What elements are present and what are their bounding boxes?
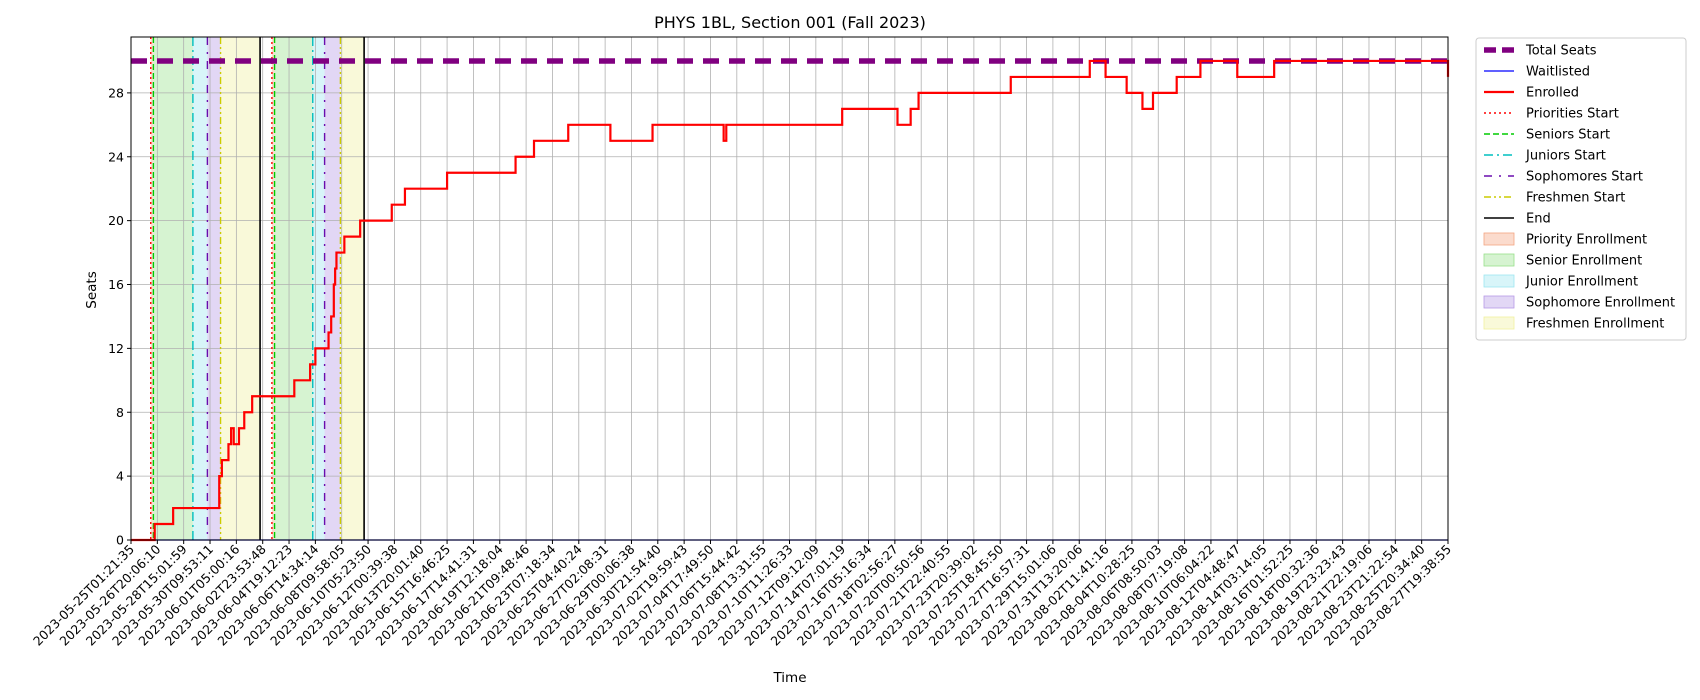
y-axis-ticks: 0 4 8 12 16 20 24 28 <box>108 85 131 548</box>
legend-swatch <box>1483 295 1515 309</box>
legend-item-freshmen-start: Freshmen Start <box>1526 191 1625 206</box>
y-tick-label: 12 <box>108 341 124 356</box>
legend-item-end: End <box>1526 212 1551 227</box>
region-priority-enrollment <box>150 37 154 540</box>
legend-item-seniors-start: Seniors Start <box>1526 128 1610 143</box>
chart-title: PHYS 1BL, Section 001 (Fall 2023) <box>654 13 926 32</box>
series-enrolled <box>131 59 1450 542</box>
legend-item-sophomore-enrollment: Sophomore Enrollment <box>1526 296 1675 311</box>
legend-item-juniors-start: Juniors Start <box>1525 149 1606 164</box>
region-sophomore-enrollment <box>207 37 221 540</box>
legend-item-enrolled: Enrolled <box>1526 86 1579 101</box>
legend-item-freshmen-enrollment: Freshmen Enrollment <box>1526 317 1664 332</box>
legend-item-priorities-start: Priorities Start <box>1526 107 1619 122</box>
region-junior-enrollment <box>192 37 208 540</box>
region-senior-enrollment <box>153 37 193 540</box>
legend-item-sophomores-start: Sophomores Start <box>1526 170 1643 185</box>
region-freshmen-enrollment <box>340 37 365 540</box>
legend-item-total-seats: Total Seats <box>1525 44 1597 59</box>
grid-lines <box>130 37 1449 541</box>
region-priority-enrollment <box>271 37 275 540</box>
legend-swatch <box>1483 232 1515 246</box>
y-tick-label: 24 <box>108 149 124 164</box>
region-senior-enrollment <box>274 37 313 540</box>
legend-item-priority-enrollment: Priority Enrollment <box>1526 233 1647 248</box>
region-freshmen-enrollment <box>220 37 261 540</box>
x-axis-ticks: 2023-05-25T01:21:352023-05-26T20:06:1020… <box>30 540 1454 649</box>
phase-markers <box>150 37 365 540</box>
y-tick-label: 20 <box>108 213 124 228</box>
region-junior-enrollment <box>312 37 325 540</box>
y-tick-label: 0 <box>116 533 124 548</box>
legend: Total Seats Waitlisted Enrolled Priorities … <box>1475 37 1687 341</box>
y-axis-title: Seats <box>84 271 100 308</box>
region-sophomore-enrollment <box>324 37 341 540</box>
legend-item-senior-enrollment: Senior Enrollment <box>1526 254 1642 269</box>
x-axis-title: Time <box>772 670 806 686</box>
y-tick-label: 4 <box>116 469 124 484</box>
y-tick-label: 16 <box>108 277 124 292</box>
legend-swatch <box>1483 253 1515 267</box>
legend-item-waitlisted: Waitlisted <box>1526 65 1590 80</box>
enrollment-regions <box>150 37 365 540</box>
legend-swatch <box>1483 274 1515 288</box>
y-tick-label: 8 <box>116 405 124 420</box>
legend-box <box>1475 37 1687 341</box>
legend-item-junior-enrollment: Junior Enrollment <box>1525 275 1638 290</box>
y-tick-label: 28 <box>108 85 124 100</box>
legend-swatch <box>1483 316 1515 330</box>
